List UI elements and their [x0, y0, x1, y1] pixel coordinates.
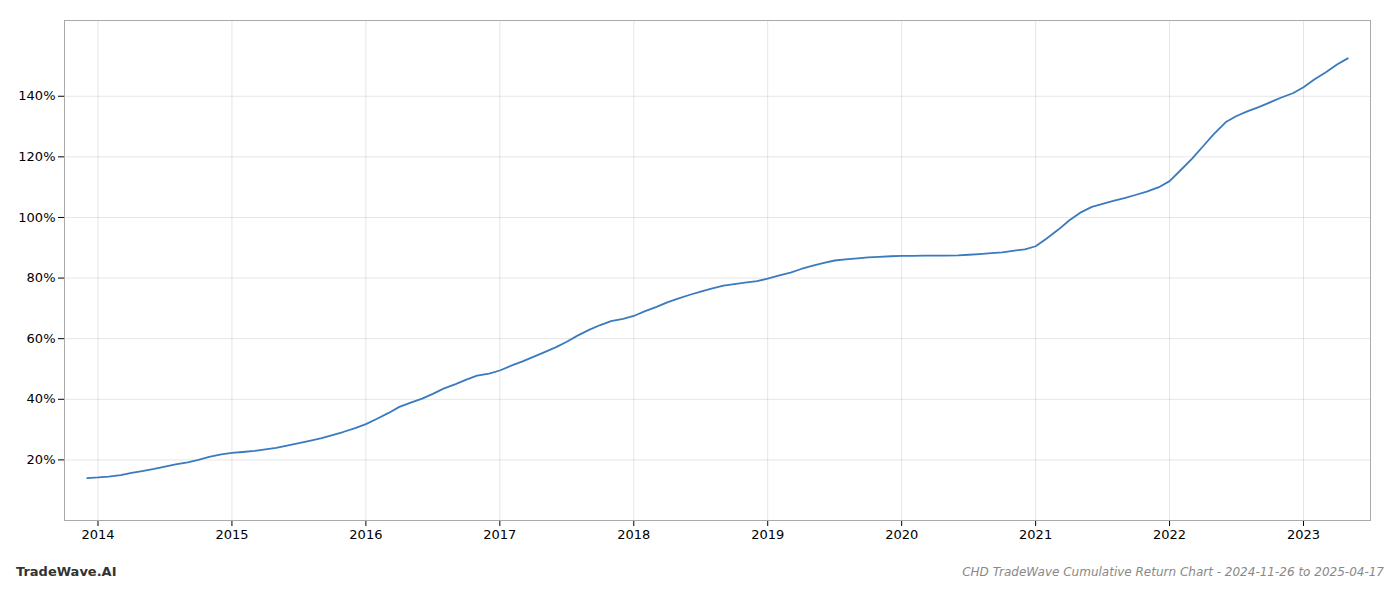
svg-text:140%: 140%	[18, 88, 55, 103]
svg-text:60%: 60%	[27, 331, 56, 346]
svg-text:20%: 20%	[27, 452, 56, 467]
svg-text:2014: 2014	[81, 527, 114, 542]
svg-text:2023: 2023	[1287, 527, 1320, 542]
svg-text:2017: 2017	[483, 527, 516, 542]
svg-text:2020: 2020	[885, 527, 918, 542]
svg-text:2018: 2018	[617, 527, 650, 542]
svg-text:2016: 2016	[349, 527, 382, 542]
html-text:TradeWave.AI: TradeWave.AI	[16, 564, 117, 579]
html-text:CHD TradeWave Cumulative Retur: CHD TradeWave Cumulative Return Chart - …	[962, 565, 1384, 579]
svg-text:2022: 2022	[1153, 527, 1186, 542]
svg-text:120%: 120%	[18, 149, 55, 164]
svg-text:2019: 2019	[751, 527, 784, 542]
svg-text:80%: 80%	[27, 270, 56, 285]
svg-text:2015: 2015	[215, 527, 248, 542]
svg-text:100%: 100%	[18, 210, 55, 225]
svg-text:40%: 40%	[27, 391, 56, 406]
svg-text:2021: 2021	[1019, 527, 1052, 542]
